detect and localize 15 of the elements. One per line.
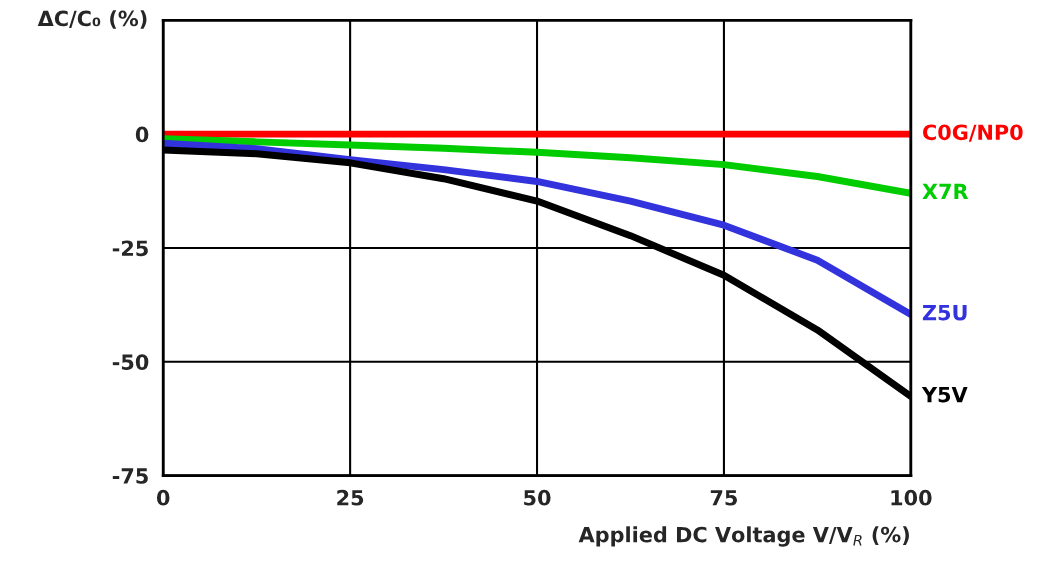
x-tick-label: 75 bbox=[710, 490, 737, 506]
x-tick-label: 0 bbox=[156, 489, 170, 506]
x-axis-title: Applied DC Voltage V/V$_{R}$ (%) bbox=[578, 526, 909, 547]
y-tick-label: -25 bbox=[112, 240, 148, 257]
x-tick-label: 50 bbox=[524, 489, 551, 506]
y-tick-label: -75 bbox=[112, 468, 148, 484]
y-tick-label: 0 bbox=[135, 126, 149, 143]
y-tick-label: -50 bbox=[112, 354, 149, 370]
series-label: C0G/NP0 bbox=[922, 124, 1023, 142]
y-axis-title: ΔC/C₀ (%) bbox=[37, 10, 147, 29]
series-label: Y5V bbox=[921, 386, 968, 403]
x-tick-label: 100 bbox=[891, 489, 932, 506]
series-label: Z5U bbox=[922, 304, 967, 321]
x-tick-label: 25 bbox=[337, 489, 364, 506]
series-label: X7R bbox=[922, 183, 969, 200]
